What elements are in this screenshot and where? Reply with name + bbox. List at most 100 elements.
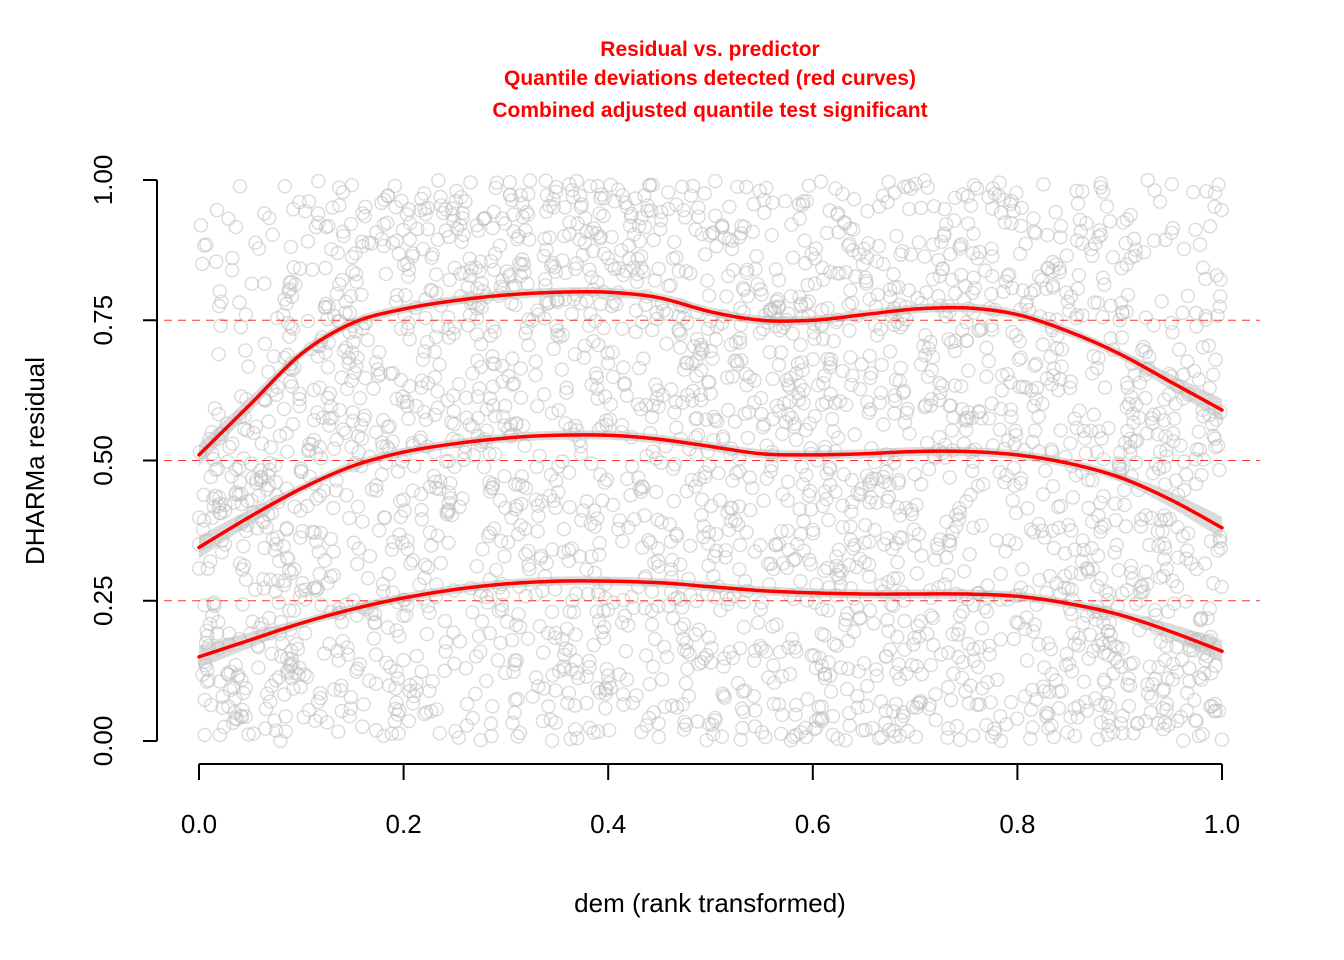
residual-point (246, 726, 261, 741)
residual-point (1012, 246, 1028, 262)
residual-point (253, 463, 268, 478)
residual-point (1060, 725, 1075, 740)
residual-point (939, 550, 954, 565)
residual-point (590, 275, 605, 290)
residual-point (401, 316, 416, 331)
residual-point (771, 697, 787, 712)
residual-point (1125, 655, 1141, 671)
residual-point (1081, 651, 1096, 666)
residual-point (841, 633, 856, 649)
residual-point (538, 173, 553, 188)
residual-point (691, 200, 706, 215)
residual-point (518, 547, 533, 562)
residual-point (475, 542, 490, 557)
residual-point (515, 478, 530, 494)
residual-point (479, 589, 495, 605)
residual-point (628, 303, 644, 318)
residual-point (277, 292, 292, 307)
residual-point (974, 411, 989, 426)
residual-point (1038, 281, 1054, 296)
residual-point (254, 469, 269, 484)
residual-point (701, 525, 717, 540)
residual-point (1159, 443, 1174, 458)
residual-point (903, 247, 919, 262)
residual-point (557, 647, 572, 663)
residual-point (528, 354, 543, 369)
residual-point (564, 306, 579, 322)
residual-point (257, 206, 272, 221)
residual-point (695, 342, 710, 358)
residual-point (566, 604, 581, 620)
residual-point (941, 645, 956, 660)
residual-point (959, 413, 974, 428)
residual-point (954, 379, 969, 394)
residual-point (835, 519, 850, 535)
residual-point (557, 662, 572, 677)
residual-point (309, 491, 324, 506)
residual-point (564, 662, 579, 677)
residual-point (557, 200, 572, 215)
residual-point (1145, 415, 1160, 431)
residual-point (979, 369, 994, 384)
residual-point (331, 724, 346, 739)
residual-point (862, 348, 877, 364)
residual-point (807, 276, 823, 291)
residual-point (667, 405, 682, 420)
residual-point (701, 288, 717, 303)
residual-point (493, 635, 508, 651)
residual-point (1143, 705, 1158, 720)
residual-point (1165, 672, 1180, 687)
residual-point (1070, 196, 1086, 211)
residual-point (564, 541, 579, 556)
residual-point (970, 478, 986, 494)
residual-point (984, 729, 1000, 744)
residual-point (573, 446, 589, 461)
residual-point (596, 604, 611, 619)
residual-point (1100, 727, 1115, 743)
residual-point (576, 503, 591, 518)
residual-point (984, 318, 999, 333)
residual-point (781, 407, 796, 422)
residual-point (902, 201, 917, 217)
residual-point (937, 201, 952, 217)
residual-point (518, 223, 533, 238)
residual-point (661, 201, 676, 217)
residual-point (441, 535, 456, 550)
residual-point (249, 521, 265, 536)
residual-point (643, 535, 658, 550)
residual-point (845, 494, 860, 510)
residual-point (1039, 371, 1055, 386)
residual-point (878, 703, 893, 719)
residual-point (752, 638, 768, 654)
residual-point (1074, 553, 1090, 569)
residual-point (1203, 666, 1219, 681)
residual-point (1127, 367, 1142, 383)
residual-point (494, 533, 509, 549)
residual-point (417, 557, 433, 573)
residual-point (796, 395, 811, 411)
residual-point (212, 674, 228, 689)
residual-point (246, 425, 261, 441)
residual-point (703, 655, 719, 670)
residual-point (1214, 579, 1229, 594)
residual-point (853, 610, 868, 625)
residual-point (771, 357, 787, 373)
residual-point (344, 249, 360, 265)
residual-point (464, 261, 479, 276)
residual-point (327, 682, 342, 697)
residual-point (808, 241, 823, 256)
residual-point (279, 550, 295, 565)
residual-point (414, 512, 430, 527)
residual-point (582, 178, 598, 194)
residual-point (793, 337, 808, 353)
residual-point (440, 393, 455, 408)
residual-point (559, 385, 574, 400)
residual-point (596, 631, 612, 646)
residual-point (631, 218, 647, 234)
residual-point (961, 363, 976, 378)
residual-point (785, 250, 801, 265)
residual-point (1027, 423, 1043, 438)
residual-point (941, 721, 956, 736)
residual-point (1138, 390, 1153, 406)
residual-point (1214, 202, 1229, 218)
